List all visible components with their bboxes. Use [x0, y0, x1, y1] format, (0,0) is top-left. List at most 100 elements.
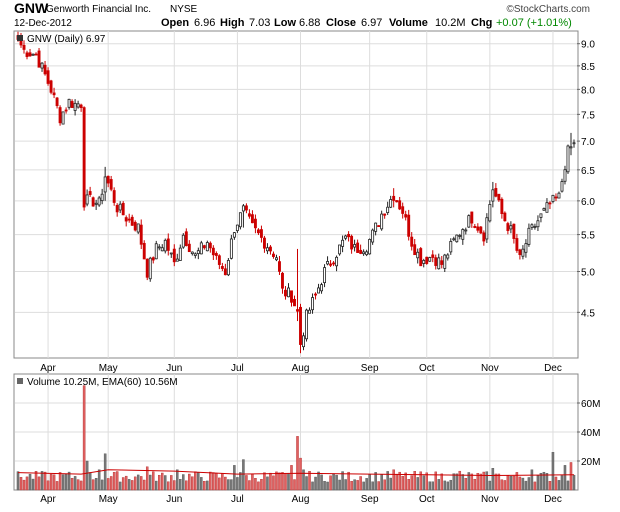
price-candle: [539, 213, 543, 223]
volume-bar: [353, 479, 356, 491]
candle-body: [311, 297, 314, 311]
price-candle: [235, 224, 239, 233]
volume-bar: [350, 481, 353, 491]
price-candle: [371, 228, 375, 245]
volume-bar: [145, 466, 149, 491]
candle-body: [238, 212, 242, 228]
volume-bar: [380, 474, 383, 491]
price-candle: [425, 256, 429, 265]
price-candle: [55, 97, 59, 109]
price-candle: [202, 244, 206, 250]
price-candle: [407, 209, 411, 241]
candle-body: [548, 202, 552, 205]
volume-bar: [284, 473, 287, 491]
volume-bar: [287, 473, 290, 491]
candle-body: [97, 197, 101, 206]
price-candle: [115, 203, 119, 217]
open-value: 6.96: [194, 17, 215, 29]
volume-bar: [281, 472, 284, 491]
volume-bar: [560, 475, 564, 491]
candle-body: [362, 251, 366, 255]
chg-label: Chg: [471, 17, 492, 29]
price-candle: [296, 248, 299, 322]
price-candle: [530, 223, 534, 230]
candle-body: [284, 289, 287, 297]
price-candle: [368, 238, 372, 255]
price-candle: [79, 103, 83, 112]
volume-bar: [272, 475, 275, 491]
volume-bar: [404, 472, 407, 491]
candle-body: [497, 193, 501, 201]
candle-body: [320, 284, 323, 292]
candle-body: [208, 242, 212, 249]
price-candle: [521, 245, 525, 260]
candle-body: [250, 214, 254, 224]
candle-body: [431, 254, 435, 258]
volume-bar: [251, 473, 254, 491]
candle-body: [407, 214, 411, 237]
candle-body: [422, 260, 426, 264]
volume-bar: [34, 471, 38, 491]
price-candle: [160, 244, 164, 252]
price-y-tick-label: 4.5: [581, 308, 595, 319]
candle-body: [272, 253, 275, 257]
candle-body: [356, 242, 360, 253]
candle-body: [527, 227, 531, 245]
price-candle: [112, 187, 116, 206]
candle-body: [290, 290, 293, 303]
volume-bar: [64, 473, 68, 491]
price-candle: [359, 244, 363, 255]
price-candle: [473, 223, 477, 229]
volume-bar: [449, 479, 453, 491]
volume-bar: [151, 471, 155, 491]
price-candle: [395, 200, 399, 203]
price-candle: [25, 50, 29, 60]
volume-bar: [413, 471, 416, 491]
candle-body: [443, 254, 447, 269]
candle-body: [335, 256, 339, 267]
price-candle: [103, 166, 107, 201]
candle-body: [380, 213, 384, 230]
price-candle: [272, 251, 275, 259]
volume-bars: [16, 385, 576, 491]
volume-bar: [437, 479, 441, 491]
candle-body: [166, 238, 170, 251]
volume-bar: [395, 473, 398, 491]
price-candle: [184, 228, 188, 247]
volume-bar: [332, 473, 335, 491]
price-y-tick-label: 8.0: [581, 85, 595, 96]
volume-bar: [239, 472, 242, 491]
candle-body: [428, 257, 432, 262]
candle-body: [37, 50, 41, 68]
volume-bar: [542, 471, 546, 491]
price-candle: [410, 232, 414, 251]
price-x-tick-label: Apr: [40, 363, 56, 374]
price-candle: [199, 240, 203, 255]
candle-body: [347, 233, 351, 238]
open-label: Open: [161, 17, 189, 29]
price-candle: [365, 249, 369, 257]
price-candle: [458, 233, 462, 240]
price-candle: [503, 211, 507, 222]
candle-body: [275, 257, 278, 261]
price-y-tick-label: 7.0: [581, 137, 595, 148]
candle-body: [247, 213, 251, 217]
volume-bar: [497, 473, 501, 491]
candle-body: [253, 218, 257, 229]
volume-bar: [161, 472, 164, 491]
volume-bar: [52, 474, 56, 491]
price-candle: [527, 223, 531, 247]
volume-bar: [407, 479, 410, 491]
candle-body: [115, 204, 119, 213]
volume-bar: [197, 472, 200, 491]
volume-bar: [446, 481, 450, 491]
price-candle: [467, 214, 471, 228]
candle-body: [109, 179, 113, 190]
price-candle: [488, 200, 492, 223]
candle-body: [329, 263, 333, 266]
volume-bar: [434, 471, 438, 491]
price-candle: [341, 235, 345, 253]
volume-bar: [263, 472, 266, 491]
price-candle: [419, 246, 423, 267]
price-candle: [560, 178, 564, 193]
